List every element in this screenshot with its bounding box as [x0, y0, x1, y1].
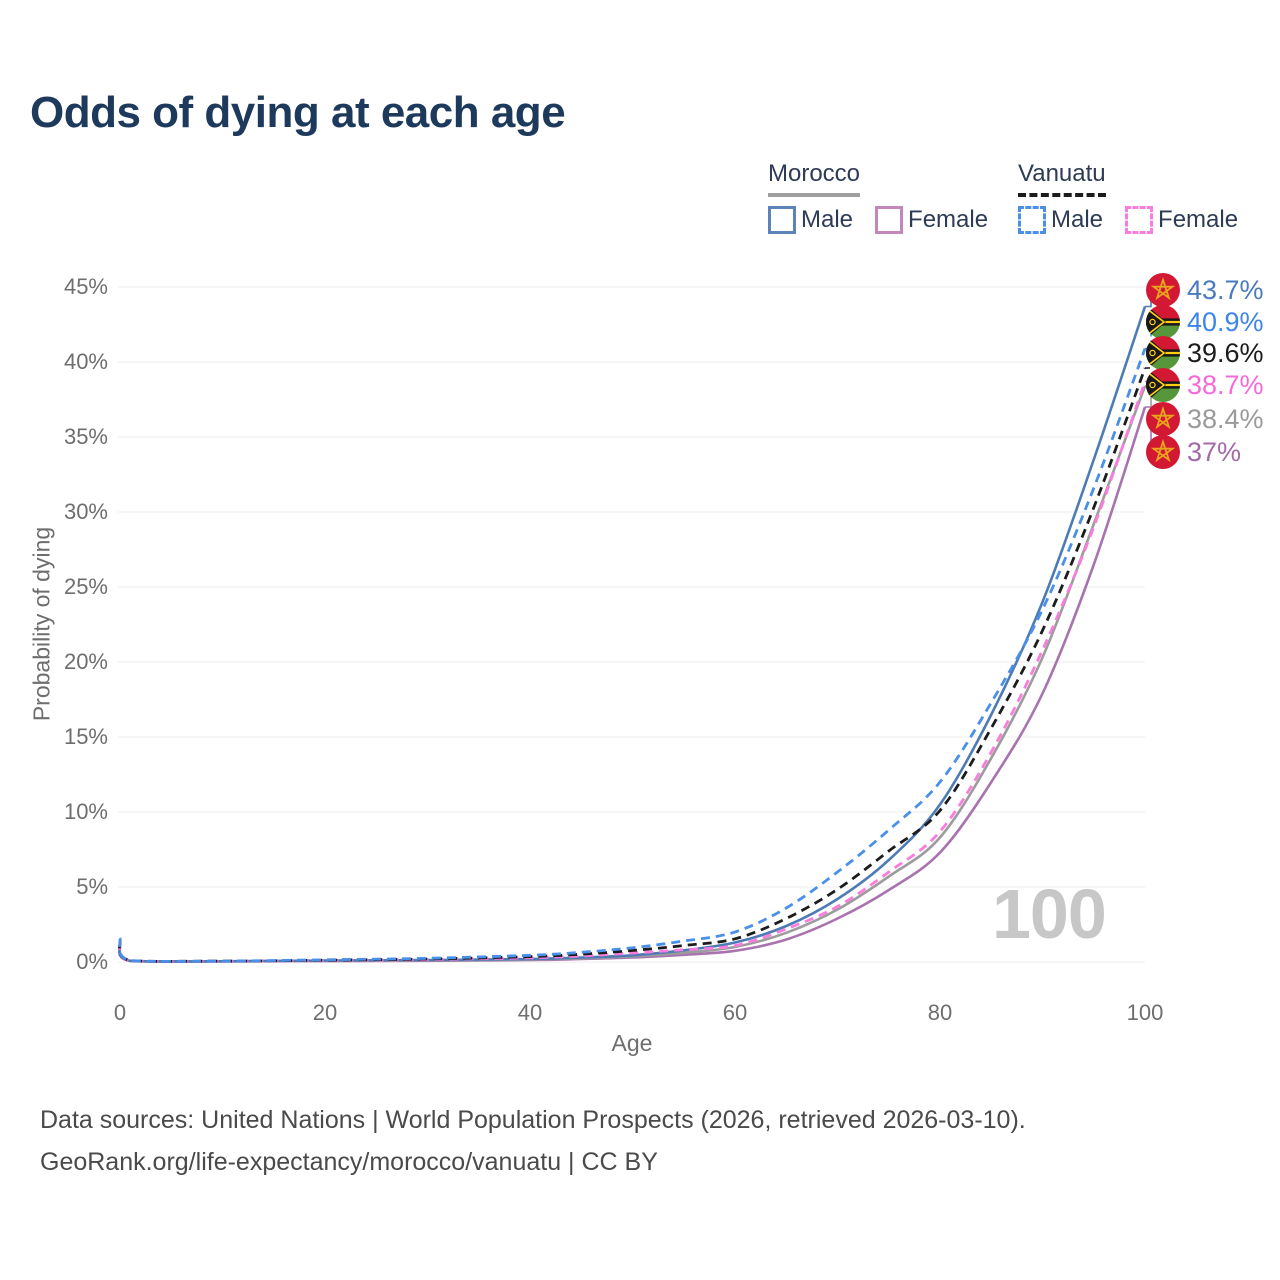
legend-items-vanuatu: Male Female — [1018, 206, 1238, 234]
morocco-flag-icon — [1146, 435, 1180, 469]
end-value: 43.7% — [1187, 275, 1264, 305]
legend-group-morocco: Morocco Male Female — [768, 160, 988, 234]
vanuatu-flag-icon — [1146, 305, 1180, 339]
legend-items-morocco: Male Female — [768, 206, 988, 234]
end-label-morocco-male: 43.7% — [1146, 273, 1264, 307]
x-tick-label: 80 — [927, 1000, 953, 1025]
end-value: 38.7% — [1187, 370, 1264, 400]
morocco-flag-icon — [1146, 402, 1180, 436]
line-morocco-male — [118, 306, 1147, 963]
y-tick-label: 35% — [63, 424, 108, 449]
vanuatu-flag — [1146, 336, 1180, 370]
line-style-swatch — [875, 206, 904, 234]
y-tick-label: 15% — [63, 724, 108, 749]
legend-item-vanuatu-male[interactable]: Male — [1018, 206, 1103, 234]
x-tick-label: 0 — [113, 1000, 127, 1025]
legend-item-morocco-male[interactable]: Male — [768, 206, 853, 234]
x-tick-label: 40 — [517, 1000, 543, 1025]
end-label-vanuatu-male: 40.9% — [1146, 305, 1264, 339]
y-tick-label: 5% — [76, 874, 108, 899]
x-tick-label: 60 — [722, 1000, 748, 1025]
vanuatu-flag — [1146, 368, 1180, 402]
legend-group-vanuatu: Vanuatu Male Female — [1018, 160, 1238, 234]
hover-age-watermark: 100 — [992, 875, 1107, 953]
line-vanuatu-female — [117, 381, 1147, 963]
morocco-flag — [1146, 402, 1180, 436]
x-axis-title: Age — [611, 1030, 653, 1056]
legend-item-label: Male — [1051, 206, 1104, 233]
vanuatu-flag — [1146, 305, 1180, 339]
end-label-morocco-both: 38.4% — [1146, 402, 1264, 436]
end-value: 39.6% — [1187, 338, 1264, 368]
line-style-swatch — [768, 206, 796, 234]
y-tick-label: 25% — [63, 574, 108, 599]
x-tick-label: 100 — [1126, 1000, 1164, 1025]
x-tick-label: 20 — [312, 1000, 338, 1025]
end-label-vanuatu-female: 38.7% — [1146, 368, 1264, 402]
legend-item-label: Female — [908, 206, 989, 233]
vanuatu-flag-icon — [1146, 368, 1180, 402]
y-tick-label: 10% — [63, 799, 108, 824]
y-tick-label: 0% — [76, 949, 108, 974]
attribution-url-text: GeoRank.org/life-expectancy/morocco/vanu… — [40, 1148, 658, 1176]
y-tick-label: 20% — [63, 649, 108, 674]
end-label-morocco-female: 37% — [1146, 435, 1241, 469]
line-style-swatch — [1125, 206, 1154, 234]
line-vanuatu-male — [117, 348, 1147, 963]
line-style-swatch — [1018, 206, 1046, 234]
end-label-vanuatu-both: 39.6% — [1146, 336, 1264, 370]
page-title: Odds of dying at each age — [30, 88, 566, 137]
end-value: 37% — [1187, 437, 1242, 467]
line-vanuatu-both-sexes — [117, 367, 1147, 963]
legend-item-morocco-female[interactable]: Female — [875, 206, 988, 234]
y-tick-label: 45% — [63, 274, 108, 299]
y-tick-label: 40% — [63, 349, 108, 374]
legend-item-vanuatu-female[interactable]: Female — [1125, 206, 1238, 234]
legend-country-vanuatu: Vanuatu — [1018, 160, 1106, 197]
morocco-flag — [1146, 273, 1180, 307]
y-axis-title: Probability of dying — [28, 526, 55, 722]
legend-country-morocco: Morocco — [768, 160, 861, 197]
end-value: 40.9% — [1187, 307, 1264, 337]
morocco-flag — [1146, 435, 1180, 469]
legend-item-label: Male — [801, 206, 854, 233]
y-tick-label: 30% — [63, 499, 108, 524]
vanuatu-flag-icon — [1146, 336, 1180, 370]
data-sources-text: Data sources: United Nations | World Pop… — [40, 1106, 1026, 1134]
morocco-flag-icon — [1146, 273, 1180, 307]
end-value: 38.4% — [1187, 404, 1264, 434]
legend-item-label: Female — [1158, 206, 1239, 233]
